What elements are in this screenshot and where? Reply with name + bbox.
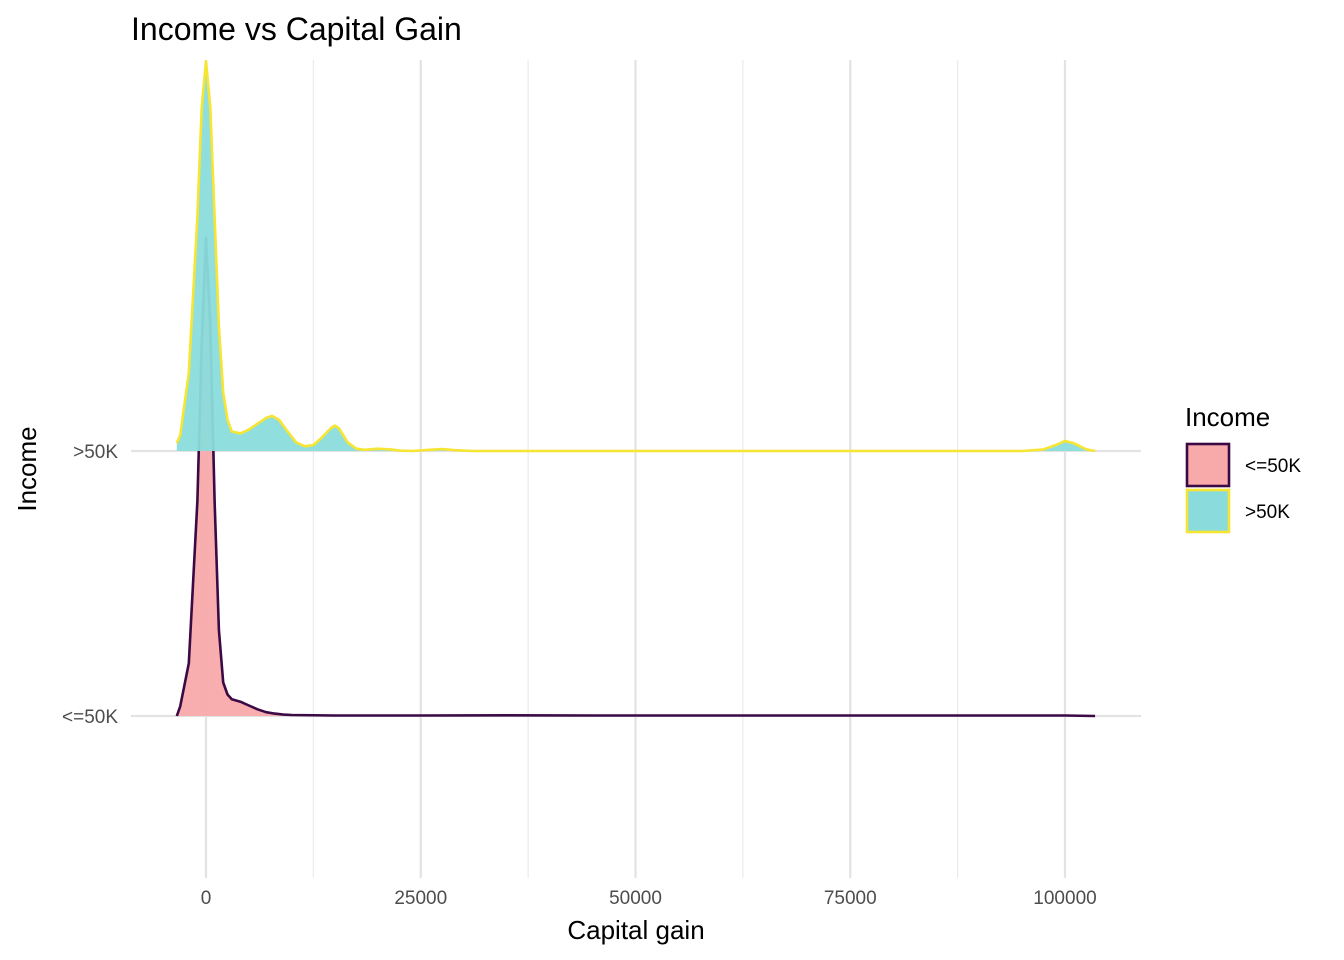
density-outline	[175, 59, 1096, 453]
x-tick-label: 0	[201, 888, 212, 909]
legend-key	[1185, 442, 1231, 488]
legend-label: >50K	[1245, 502, 1290, 523]
y-tick-label: >50K	[73, 442, 118, 463]
y-tick-label: <=50K	[62, 707, 118, 728]
legend-items: <=50K >50K	[1185, 442, 1301, 534]
x-tick-label: 75000	[824, 888, 877, 909]
x-tick-label: 50000	[609, 888, 662, 909]
legend-label: <=50K	[1245, 456, 1301, 477]
x-axis-title: Capital gain	[567, 915, 704, 945]
ticks-layer: 0 25000 50000 75000 100000 <=50K >50K	[62, 442, 1097, 909]
x-tick-label: 100000	[1033, 888, 1096, 909]
y-axis-title: Income	[12, 426, 42, 511]
legend-title: Income	[1185, 402, 1270, 432]
x-tick-label: 25000	[394, 888, 447, 909]
density-series-gt-50k	[175, 59, 1096, 453]
chart-title: Income vs Capital Gain	[131, 11, 462, 47]
grid-layer	[131, 60, 1141, 878]
series-layer	[175, 59, 1096, 718]
legend: Income <=50K >50K	[1185, 402, 1301, 534]
legend-key	[1185, 488, 1231, 534]
